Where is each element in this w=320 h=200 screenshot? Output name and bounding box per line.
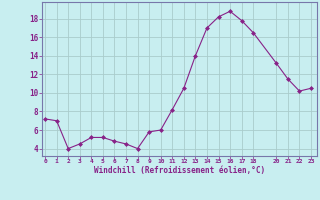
X-axis label: Windchill (Refroidissement éolien,°C): Windchill (Refroidissement éolien,°C) [94,166,265,175]
